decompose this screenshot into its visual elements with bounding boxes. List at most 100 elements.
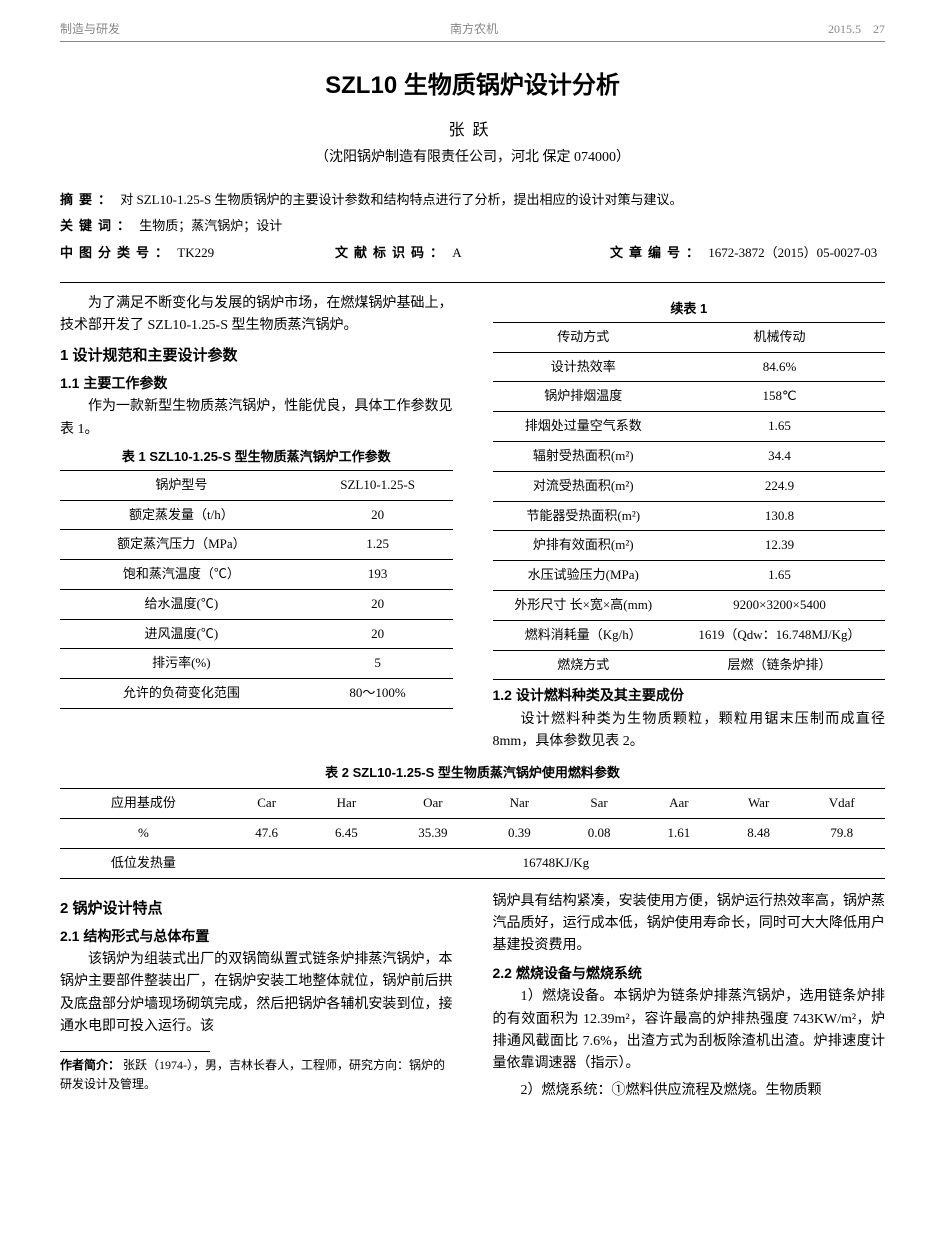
header-right: 2015.5 27 (828, 20, 885, 39)
table-1-cont-caption: 续表 1 (493, 299, 886, 320)
keywords-label: 关键词： (60, 218, 136, 233)
table-cell: 辐射受热面积(m²) (493, 441, 674, 471)
table-cell: 节能器受热面积(m²) (493, 501, 674, 531)
table-cell: 34.4 (674, 441, 885, 471)
table-cell: 1.65 (674, 412, 885, 442)
header-center: 南方农机 (450, 20, 498, 39)
table-cell: 排污率(%) (60, 649, 303, 679)
table-1-cont: 传动方式机械传动设计热效率84.6%锅炉排烟温度158℃排烟处过量空气系数1.6… (493, 322, 886, 681)
table-cell: 1.25 (303, 530, 453, 560)
article-meta: 中图分类号： TK229 文献标识码： A 文章编号： 1672-3872（20… (60, 243, 885, 264)
table-cell: 1.61 (639, 819, 719, 849)
table-cell: 层燃（链条炉排） (674, 650, 885, 680)
table-cell: 炉排有效面积(m²) (493, 531, 674, 561)
abstract-text: 对 SZL10-1.25-S 生物质锅炉的主要设计参数和结构特点进行了分析，提出… (120, 192, 682, 207)
section-2-1: 2.1 结构形式与总体布置 (60, 925, 453, 947)
table-cell: 5 (303, 649, 453, 679)
table-cell: 84.6% (674, 352, 885, 382)
table-header-cell: Aar (639, 789, 719, 819)
author-bio-footnote: 作者简介： 张跃（1974-），男，吉林长春人，工程师，研究方向：锅炉的研发设计… (60, 1056, 453, 1094)
table-header-cell: 应用基成份 (60, 789, 227, 819)
table-cell: 允许的负荷变化范围 (60, 679, 303, 709)
clc-label: 中图分类号： (60, 245, 174, 260)
doccode-label: 文献标识码： (335, 245, 449, 260)
table-cell: 燃烧方式 (493, 650, 674, 680)
table-cell: 水压试验压力(MPa) (493, 561, 674, 591)
table-cell: 排烟处过量空气系数 (493, 412, 674, 442)
table-cell: 进风温度(℃) (60, 619, 303, 649)
table-cell: 额定蒸汽压力（MPa） (60, 530, 303, 560)
table-cell: 燃料消耗量（Kg/h） (493, 620, 674, 650)
table-cell: 机械传动 (674, 322, 885, 352)
table-2-lhv-label: 低位发热量 (60, 848, 227, 878)
doccode-value: A (452, 245, 461, 260)
table-2-lhv-value: 16748KJ/Kg (227, 848, 885, 878)
table-header-cell: War (719, 789, 799, 819)
header-left: 制造与研发 (60, 20, 120, 39)
table-cell: 对流受热面积(m²) (493, 471, 674, 501)
table-cell: 0.39 (479, 819, 559, 849)
author-name: 张跃 (60, 118, 885, 144)
left-column: 为了满足不断变化与发展的锅炉市场，在燃煤锅炉基础上，技术部开发了 SZL10-1… (60, 293, 453, 758)
table-cell: 8.48 (719, 819, 799, 849)
table-header-cell: Vdaf (799, 789, 886, 819)
table-cell: 79.8 (799, 819, 886, 849)
keywords: 关键词： 生物质；蒸汽锅炉；设计 (60, 216, 885, 237)
footnote-label: 作者简介： (60, 1058, 120, 1072)
table-cell: 锅炉排烟温度 (493, 382, 674, 412)
section-1-2-text: 设计燃料种类为生物质颗粒，颗粒用锯末压制而成直径 8mm，具体参数见表 2。 (493, 709, 886, 754)
keywords-text: 生物质；蒸汽锅炉；设计 (139, 218, 282, 233)
table-cell: 130.8 (674, 501, 885, 531)
table-cell: 20 (303, 589, 453, 619)
table-cell: 1619（Qdw：16.748MJ/Kg） (674, 620, 885, 650)
table-cell: 158℃ (674, 382, 885, 412)
table-header-cell: Har (307, 789, 387, 819)
section-2-2: 2.2 燃烧设备与燃烧系统 (493, 962, 886, 984)
author-affiliation: （沈阳锅炉制造有限责任公司，河北 保定 074000） (60, 147, 885, 169)
table-1: 锅炉型号SZL10-1.25-S额定蒸发量（t/h）20额定蒸汽压力（MPa）1… (60, 470, 453, 709)
table-cell: 9200×3200×5400 (674, 590, 885, 620)
page-header: 制造与研发 南方农机 2015.5 27 (60, 20, 885, 42)
section-2-1-text-cont: 锅炉具有结构紧凑，安装使用方便，锅炉运行热效率高，锅炉蒸汽品质好，运行成本低，锅… (493, 891, 886, 958)
section-1-2: 1.2 设计燃料种类及其主要成份 (493, 684, 886, 706)
section-2-2-p2: 2）燃烧系统：①燃料供应流程及燃烧。生物质颗 (493, 1080, 886, 1102)
abstract-label: 摘要： (60, 192, 117, 207)
table-cell: 35.39 (386, 819, 479, 849)
table-cell: 20 (303, 619, 453, 649)
section-2: 2 锅炉设计特点 (60, 897, 453, 921)
section-1: 1 设计规范和主要设计参数 (60, 344, 453, 368)
left-column-lower: 2 锅炉设计特点 2.1 结构形式与总体布置 该锅炉为组装式出厂的双锅筒纵置式链… (60, 891, 453, 1107)
table-cell: SZL10-1.25-S (303, 470, 453, 500)
table-cell: 外形尺寸 长×宽×高(mm) (493, 590, 674, 620)
table-cell: % (60, 819, 227, 849)
section-2-1-text: 该锅炉为组装式出厂的双锅筒纵置式链条炉排蒸汽锅炉，本锅炉主要部件整装出厂，在锅炉… (60, 949, 453, 1039)
table-cell: 6.45 (307, 819, 387, 849)
articleid-label: 文章编号： (610, 245, 705, 260)
table-cell: 锅炉型号 (60, 470, 303, 500)
intro-paragraph: 为了满足不断变化与发展的锅炉市场，在燃煤锅炉基础上，技术部开发了 SZL10-1… (60, 293, 453, 338)
table-cell: 193 (303, 560, 453, 590)
clc-value: TK229 (177, 245, 214, 260)
table-cell: 224.9 (674, 471, 885, 501)
table-cell: 12.39 (674, 531, 885, 561)
table-header-cell: Oar (386, 789, 479, 819)
section-1-1-text: 作为一款新型生物质蒸汽锅炉，性能优良，具体工作参数见表 1。 (60, 396, 453, 441)
right-column-lower: 锅炉具有结构紧凑，安装使用方便，锅炉运行热效率高，锅炉蒸汽品质好，运行成本低，锅… (493, 891, 886, 1107)
right-column: 续表 1 传动方式机械传动设计热效率84.6%锅炉排烟温度158℃排烟处过量空气… (493, 293, 886, 758)
abstract: 摘要： 对 SZL10-1.25-S 生物质锅炉的主要设计参数和结构特点进行了分… (60, 190, 885, 211)
section-2-2-p1: 1）燃烧设备。本锅炉为链条炉排蒸汽锅炉，选用链条炉排的有效面积为 12.39m²… (493, 986, 886, 1076)
table-cell: 设计热效率 (493, 352, 674, 382)
table-cell: 饱和蒸汽温度（℃） (60, 560, 303, 590)
table-header-cell: Sar (559, 789, 639, 819)
table-1-caption: 表 1 SZL10-1.25-S 型生物质蒸汽锅炉工作参数 (60, 447, 453, 468)
table-cell: 传动方式 (493, 322, 674, 352)
table-cell: 额定蒸发量（t/h） (60, 500, 303, 530)
article-title: SZL10 生物质锅炉设计分析 (60, 67, 885, 105)
table-header-cell: Car (227, 789, 307, 819)
table-2: 应用基成份CarHarOarNarSarAarWarVdaf %47.66.45… (60, 788, 885, 878)
table-cell: 给水温度(℃) (60, 589, 303, 619)
table-cell: 1.65 (674, 561, 885, 591)
table-header-cell: Nar (479, 789, 559, 819)
table-cell: 47.6 (227, 819, 307, 849)
table-cell: 0.08 (559, 819, 639, 849)
